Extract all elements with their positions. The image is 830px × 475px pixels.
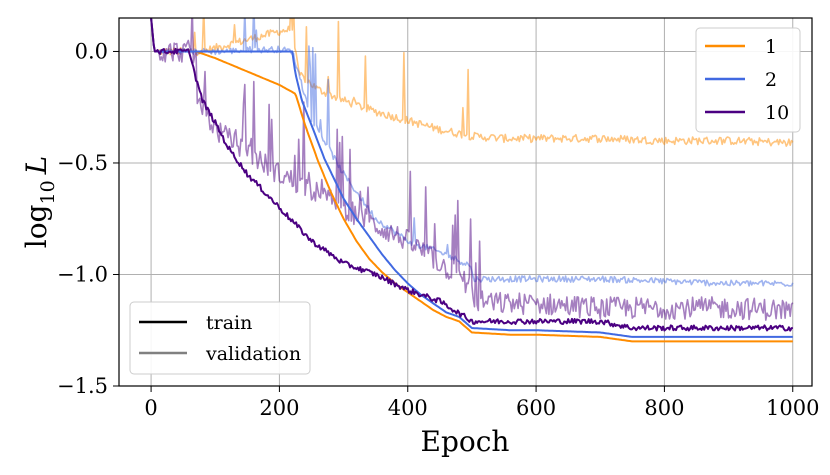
legend-style-frame [129, 301, 311, 375]
plot-frame [118, 17, 813, 387]
tick-layer: 0 200 400 600 800 1000 0.0 −0.5 −1.0 −1.5 [57, 39, 819, 420]
x-tick-label: 0 [144, 396, 157, 420]
legend-label-2: 2 [765, 69, 777, 91]
y-tick-label: 0.0 [75, 39, 108, 63]
legend-series-frame [695, 27, 801, 133]
series-line-1-validation [150, 18, 794, 147]
series-line-10-validation [150, 18, 794, 321]
y-axis-label-var: L [20, 156, 53, 176]
series-line-1-train [150, 18, 793, 343]
legend-label-validation: validation [205, 343, 301, 365]
series-line-10-train [150, 18, 794, 332]
x-tick-label: 1000 [766, 396, 819, 420]
y-axis-label-log: log [20, 204, 53, 248]
y-tick-label: −1.5 [57, 374, 108, 398]
y-tick-label: −0.5 [57, 151, 108, 175]
y-axis-label-sub: 10 [37, 180, 59, 204]
series-layer [150, 18, 794, 343]
legend-series: 1 2 10 [695, 27, 801, 133]
legend-label-1: 1 [765, 36, 777, 58]
x-tick-label: 200 [259, 396, 299, 420]
x-tick-label: 800 [644, 396, 684, 420]
x-axis-label: Epoch [421, 425, 510, 458]
legend-label-train: train [206, 312, 252, 334]
legend-style: train validation [129, 301, 311, 375]
series-line-2-train [150, 18, 793, 338]
x-tick-label: 400 [388, 396, 428, 420]
x-tick-label: 600 [516, 396, 556, 420]
y-axis-label: log10 L [20, 156, 59, 249]
y-tick-label: −1.0 [57, 262, 108, 286]
legend-label-10: 10 [765, 102, 789, 124]
